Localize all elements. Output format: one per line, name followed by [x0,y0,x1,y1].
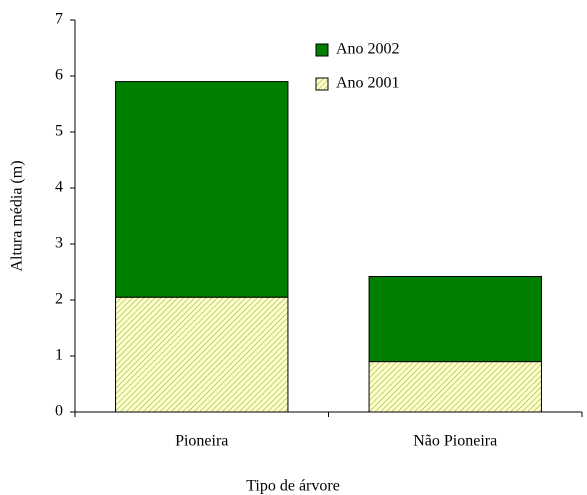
y-tick-label: 0 [55,403,63,420]
y-tick-label: 2 [55,291,63,308]
y-axis-label: Altura média (m) [9,160,26,271]
bar-segment [115,296,289,413]
y-tick-label: 1 [55,347,63,364]
bar-segment [115,81,289,298]
legend-swatch [315,43,329,57]
legend-label: Ano 2002 [336,41,400,58]
y-tick-label: 5 [55,123,63,140]
x-tick-label: Não Pioneira [413,433,497,450]
legend-swatch [315,77,329,91]
y-tick-label: 6 [55,67,63,84]
y-tick-label: 4 [55,179,63,196]
x-tick-label: Pioneira [175,433,228,450]
bar-segment [368,275,542,363]
y-tick-label: 7 [55,11,63,28]
y-tick-label: 3 [55,235,63,252]
x-axis-label: Tipo de árvore [246,478,340,495]
legend-label: Ano 2001 [336,75,400,92]
bar-segment [368,361,542,413]
